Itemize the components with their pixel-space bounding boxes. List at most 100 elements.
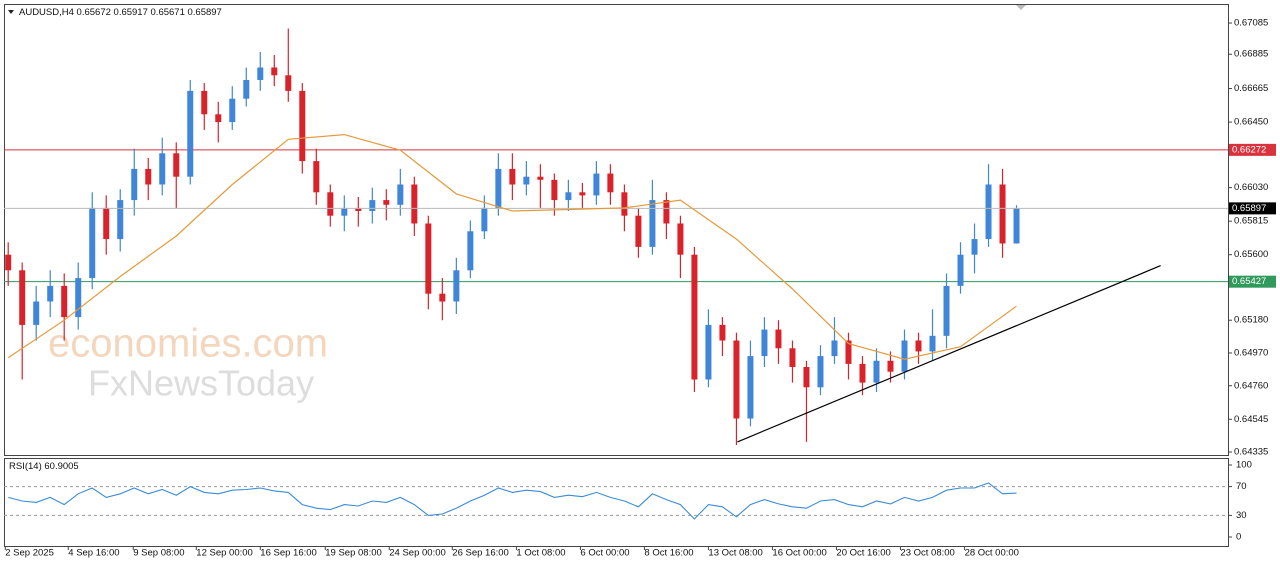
rsi-value: 60.9005 (44, 461, 78, 472)
y-tick-label: 0.66030 (1234, 182, 1268, 193)
rsi-name: RSI(14) (9, 461, 42, 472)
symbol: AUDUSD,H4 (19, 7, 74, 18)
candle-body (677, 223, 684, 255)
price-label: 0.65897 (1232, 203, 1266, 214)
level-tag (1229, 143, 1276, 156)
candle-body (89, 207, 96, 279)
candle-body (887, 360, 894, 372)
candle-body (999, 184, 1006, 244)
y-tick-label: 0.64760 (1234, 380, 1268, 391)
candle-body (761, 329, 768, 357)
candle-body (985, 184, 992, 240)
x-tick-label: 20 Oct 16:00 (836, 548, 890, 559)
candle-body (537, 176, 544, 180)
candle-body (719, 324, 726, 341)
level-label: 0.65427 (1232, 276, 1266, 287)
x-tick-label: 8 Oct 16:00 (644, 548, 693, 559)
candle-body (929, 335, 936, 352)
candle-body (33, 301, 40, 325)
candle-body (215, 114, 222, 123)
candle-body (131, 168, 138, 201)
rsi-panel (4, 458, 1229, 547)
candle-body (47, 285, 54, 302)
candle-body (341, 207, 348, 216)
price-tag (1229, 202, 1276, 215)
candle-body (411, 184, 418, 224)
candle-body (943, 285, 950, 336)
candle-body (243, 79, 250, 99)
x-tick-label: 13 Oct 08:00 (708, 548, 762, 559)
candle-body (495, 168, 502, 208)
low: 0.65671 (151, 7, 185, 18)
y-tick-label: 0.64545 (1234, 414, 1268, 425)
candle-body (691, 254, 698, 380)
rsi-tick-label: 30 (1236, 510, 1247, 521)
candle-body (453, 270, 460, 302)
moving-average (7, 133, 1017, 360)
y-tick-label: 0.66665 (1234, 83, 1268, 94)
candle-body (481, 207, 488, 232)
x-tick-label: 1 Oct 08:00 (516, 548, 565, 559)
candle-body (61, 285, 68, 318)
x-tick-label: 6 Oct 00:00 (580, 548, 629, 559)
candle-body (915, 340, 922, 352)
watermark: FxNewsToday (88, 363, 314, 404)
candle-body (173, 153, 180, 177)
rsi-tick-label: 100 (1236, 460, 1252, 471)
candle-body (5, 254, 12, 271)
x-tick-label: 2 Sep 2025 (5, 548, 54, 559)
candle-body (593, 173, 600, 196)
x-tick-label: 16 Sep 16:00 (260, 548, 317, 559)
candle-body (803, 367, 810, 388)
rsi-line (8, 482, 1017, 520)
candle-body (831, 340, 838, 357)
candle-body (313, 161, 320, 193)
candle-body (845, 340, 852, 364)
x-tick-label: 9 Sep 08:00 (133, 548, 184, 559)
y-tick-label: 0.66885 (1234, 49, 1268, 60)
y-tick-label: 0.65180 (1234, 315, 1268, 326)
candle-body (439, 293, 446, 302)
menu-arrow (8, 10, 14, 14)
level-label: 0.66272 (1232, 144, 1266, 155)
x-tick-label: 16 Oct 00:00 (772, 548, 826, 559)
candle-body (187, 90, 194, 177)
x-tick-label: 23 Oct 08:00 (900, 548, 954, 559)
candle-body (859, 363, 866, 383)
candle-body (901, 340, 908, 372)
candle-body (117, 200, 124, 240)
x-tick-label: 26 Sep 16:00 (452, 548, 509, 559)
rsi-tick-label: 0 (1236, 532, 1241, 543)
candle-body (257, 67, 264, 80)
candle-body (971, 239, 978, 255)
x-tick-label: 24 Sep 00:00 (389, 548, 446, 559)
y-tick-label: 0.64970 (1234, 347, 1268, 358)
candle-body (271, 67, 278, 76)
close: 0.65897 (188, 7, 222, 18)
candle-body (299, 90, 306, 162)
candle-body (817, 356, 824, 388)
y-tick-label: 0.66450 (1234, 117, 1268, 128)
candle-body (383, 200, 390, 205)
header: AUDUSD,H4 0.65672 0.65917 0.65671 0.6589… (19, 7, 222, 18)
candle-body (733, 340, 740, 419)
candle-body (565, 192, 572, 201)
candle-body (747, 356, 754, 419)
high: 0.65917 (114, 7, 148, 18)
candle-body (397, 184, 404, 205)
x-tick-label: 4 Sep 16:00 (68, 548, 119, 559)
candle-body (229, 98, 236, 123)
candle-body (649, 200, 656, 247)
x-tick-label: 12 Sep 00:00 (196, 548, 253, 559)
candle-body (425, 223, 432, 294)
candle-body (579, 192, 586, 196)
candle-body (635, 215, 642, 247)
rsi-tick-label: 70 (1236, 481, 1247, 492)
candle-body (75, 278, 82, 318)
open: 0.65672 (77, 7, 111, 18)
candle-body (789, 348, 796, 368)
candle-body (509, 168, 516, 185)
rsi-header: RSI(14) 60.9005 (9, 461, 79, 472)
